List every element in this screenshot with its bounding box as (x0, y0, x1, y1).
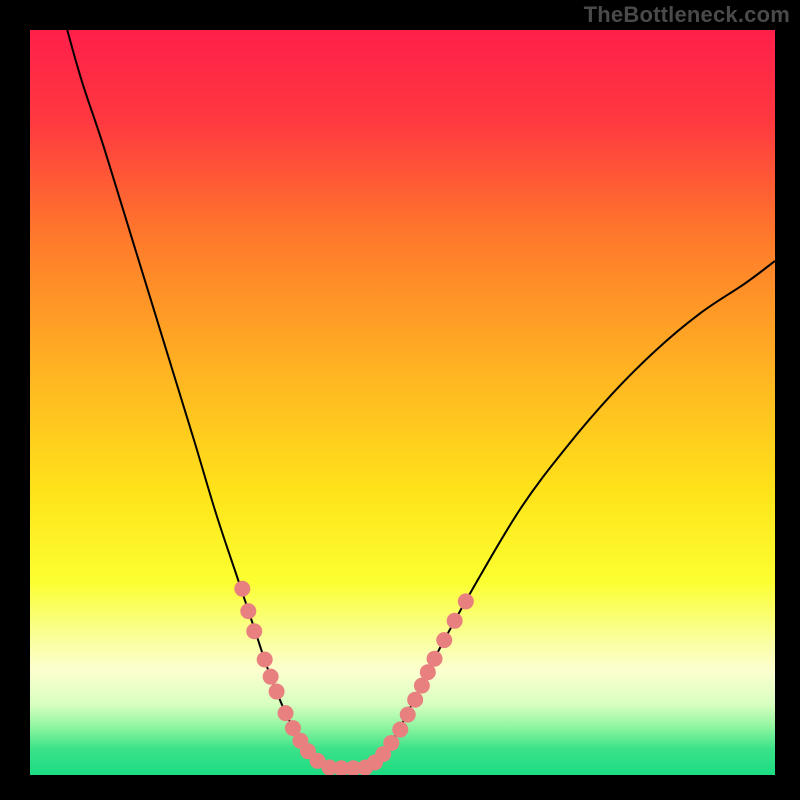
series-dot (240, 603, 256, 619)
series-dot (269, 684, 285, 700)
watermark-text: TheBottleneck.com (584, 2, 790, 28)
series-dot (383, 735, 399, 751)
bottleneck-chart (0, 0, 800, 800)
series-dot (278, 705, 294, 721)
series-dot (436, 632, 452, 648)
series-dot (263, 669, 279, 685)
series-dot (392, 722, 408, 738)
chart-stage: { "watermark": { "text": "TheBottleneck.… (0, 0, 800, 800)
series-dot (407, 692, 423, 708)
series-dot (458, 593, 474, 609)
series-dot (427, 651, 443, 667)
series-dot (257, 652, 273, 668)
series-dot (447, 613, 463, 629)
series-dot (234, 581, 250, 597)
series-dot (246, 623, 262, 639)
plot-background (30, 30, 775, 775)
series-dot (400, 707, 416, 723)
